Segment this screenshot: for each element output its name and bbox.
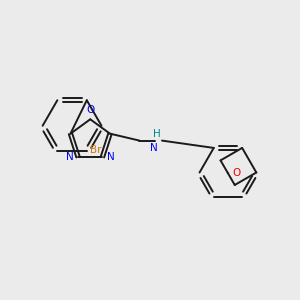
Text: N: N (66, 152, 74, 162)
Text: N: N (150, 143, 158, 153)
Text: H: H (153, 129, 161, 139)
Text: Br: Br (90, 145, 102, 154)
Text: O: O (86, 105, 94, 115)
Text: N: N (107, 152, 115, 162)
Text: O: O (232, 168, 240, 178)
